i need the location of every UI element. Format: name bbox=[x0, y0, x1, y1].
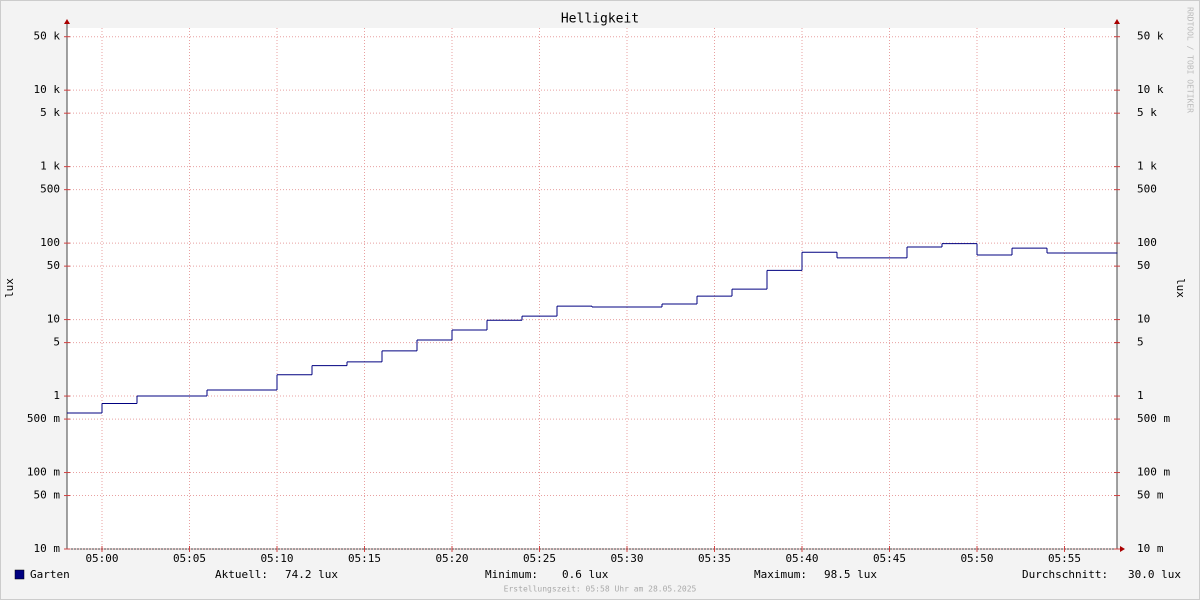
stat-value: 30.0 lux bbox=[1128, 568, 1181, 581]
y-tick-label: 5 k bbox=[40, 106, 60, 119]
y-axis-label: lux bbox=[3, 278, 16, 298]
y-tick-label-right: 10 bbox=[1137, 313, 1150, 326]
stat-value: 98.5 lux bbox=[824, 568, 877, 581]
x-tick-label: 05:55 bbox=[1048, 552, 1081, 565]
y-tick-label: 10 m bbox=[34, 542, 61, 555]
y-tick-label: 500 m bbox=[27, 412, 60, 425]
y-tick-label-right: 5 k bbox=[1137, 106, 1157, 119]
plot-area bbox=[67, 28, 1117, 549]
y-tick-label: 50 bbox=[47, 259, 60, 272]
axis-arrow bbox=[64, 19, 70, 24]
y-tick-label-right: 500 m bbox=[1137, 412, 1170, 425]
axis-arrow bbox=[1120, 546, 1125, 552]
x-tick-label: 05:45 bbox=[873, 552, 906, 565]
stat-value: 74.2 lux bbox=[285, 568, 338, 581]
x-tick-label: 05:15 bbox=[348, 552, 381, 565]
stat-label: Durchschnitt: bbox=[1022, 568, 1108, 581]
y-tick-label: 5 bbox=[53, 336, 60, 349]
y-tick-label-right: 5 bbox=[1137, 336, 1144, 349]
y-tick-label-right: 50 m bbox=[1137, 489, 1164, 502]
x-tick-label: 05:00 bbox=[85, 552, 118, 565]
stat-label: Minimum: bbox=[485, 568, 538, 581]
y-tick-label: 100 bbox=[40, 236, 60, 249]
legend-label: Garten bbox=[30, 568, 70, 581]
x-tick-label: 05:30 bbox=[610, 552, 643, 565]
y-tick-label-right: 1 k bbox=[1137, 160, 1157, 173]
x-tick-label: 05:10 bbox=[260, 552, 293, 565]
x-tick-label: 05:40 bbox=[785, 552, 818, 565]
x-tick-label: 05:25 bbox=[523, 552, 556, 565]
y-tick-label: 1 k bbox=[40, 160, 60, 173]
y-tick-label: 10 bbox=[47, 313, 60, 326]
x-tick-label: 05:20 bbox=[435, 552, 468, 565]
stat-value: 0.6 lux bbox=[562, 568, 609, 581]
y-tick-label: 100 m bbox=[27, 466, 60, 479]
y-tick-label-right: 10 m bbox=[1137, 542, 1164, 555]
x-tick-label: 05:50 bbox=[960, 552, 993, 565]
y-tick-label-right: 10 k bbox=[1137, 83, 1164, 96]
chart-title: Helligkeit bbox=[561, 12, 639, 27]
y-tick-label: 10 k bbox=[34, 83, 61, 96]
x-tick-label: 05:35 bbox=[698, 552, 731, 565]
y-tick-label: 1 bbox=[53, 389, 60, 402]
y-tick-label-right: 500 bbox=[1137, 183, 1157, 196]
x-tick-label: 05:05 bbox=[173, 552, 206, 565]
axis-arrow bbox=[1114, 19, 1120, 24]
y-axis-label-right: lux bbox=[1174, 278, 1187, 298]
legend-swatch bbox=[14, 569, 25, 580]
y-tick-label-right: 100 bbox=[1137, 236, 1157, 249]
stat-label: Maximum: bbox=[754, 568, 807, 581]
footer: Erstellungszeit: 05:58 Uhr am 28.05.2025 bbox=[504, 585, 697, 594]
y-tick-label-right: 50 bbox=[1137, 259, 1150, 272]
y-tick-label-right: 1 bbox=[1137, 389, 1144, 402]
y-tick-label-right: 100 m bbox=[1137, 466, 1170, 479]
y-tick-label: 50 m bbox=[34, 489, 61, 502]
y-tick-label-right: 50 k bbox=[1137, 30, 1164, 43]
y-tick-label: 500 bbox=[40, 183, 60, 196]
y-tick-label: 50 k bbox=[34, 30, 61, 43]
stat-label: Aktuell: bbox=[215, 568, 268, 581]
watermark: RRDTOOL / TOBI OETIKER bbox=[1186, 7, 1195, 113]
